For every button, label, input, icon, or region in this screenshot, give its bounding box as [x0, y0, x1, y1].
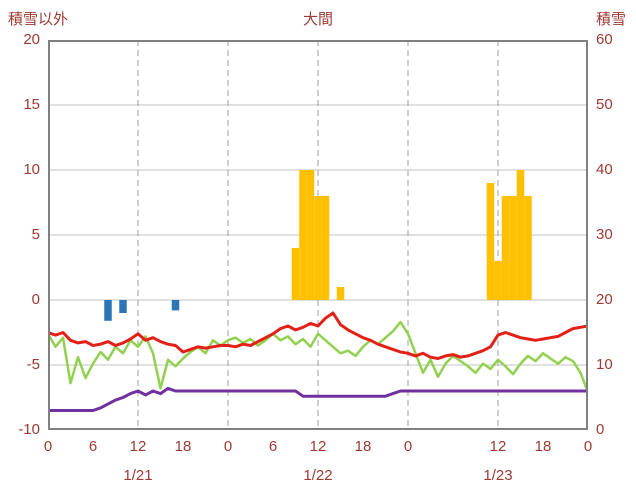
x-tick-label: 6: [268, 438, 278, 455]
x-tick-label: 6: [88, 438, 98, 455]
orange-bars-bar: [336, 287, 345, 300]
date-label: 1/23: [483, 467, 513, 484]
orange-bars-bar: [299, 170, 307, 300]
left-axis-tick-labels: 20 15 10 5 0 -5 -10: [0, 0, 40, 501]
right-tick-label: 30: [596, 226, 613, 243]
chart-svg: [46, 40, 590, 430]
x-tick-label: 18: [354, 438, 372, 455]
right-tick-label: 60: [596, 31, 613, 48]
purple-line: [46, 386, 590, 412]
orange-bars-bar: [314, 196, 322, 300]
right-tick-label: 10: [596, 356, 613, 373]
x-tick-label: 18: [174, 438, 192, 455]
left-tick-label: 15: [23, 96, 40, 113]
left-tick-label: -5: [26, 356, 40, 373]
right-tick-label: 40: [596, 161, 613, 178]
left-axis-title: 積雪以外: [8, 11, 69, 28]
left-tick-label: 20: [23, 31, 40, 48]
orange-bars-bar: [306, 170, 315, 300]
blue-bars-bar: [104, 300, 112, 321]
left-tick-label: 5: [31, 226, 40, 243]
blue-bars-bar: [171, 300, 180, 311]
x-tick-label: 0: [43, 438, 53, 455]
x-tick-label: 12: [489, 438, 507, 455]
orange-bars-bar: [486, 183, 495, 300]
orange-bars-bar: [494, 261, 502, 300]
x-tick-label: 18: [534, 438, 552, 455]
orange-bars-bar: [516, 170, 525, 300]
date-label: 1/21: [123, 467, 153, 484]
left-tick-label: -10: [18, 421, 40, 438]
blue-bars-bar: [119, 300, 127, 313]
left-tick-label: 10: [23, 161, 40, 178]
green-line: [46, 320, 590, 394]
orange-bars-bar: [291, 248, 300, 300]
orange-bars-bar: [524, 196, 532, 300]
x-tick-label: 12: [129, 438, 147, 455]
right-axis-tick-labels: 60 50 40 30 20 10 0: [596, 0, 636, 501]
plot-border: [48, 40, 588, 430]
orange-bars-bar: [321, 196, 330, 300]
x-tick-label: 0: [223, 438, 233, 455]
right-axis-title: 積雪: [595, 11, 626, 28]
right-tick-label: 20: [596, 291, 613, 308]
red-line: [46, 311, 590, 360]
orange-bars-bar: [509, 196, 517, 300]
orange-bars-bar: [501, 196, 510, 300]
x-tick-label: 12: [309, 438, 327, 455]
x-tick-label: 0: [583, 438, 593, 455]
chart-title: 大間: [302, 11, 333, 28]
right-tick-label: 50: [596, 96, 613, 113]
right-tick-label: 0: [596, 421, 605, 438]
plot-area: [46, 40, 590, 430]
date-label: 1/22: [303, 467, 333, 484]
left-tick-label: 0: [31, 291, 40, 308]
x-tick-label: 0: [403, 438, 413, 455]
